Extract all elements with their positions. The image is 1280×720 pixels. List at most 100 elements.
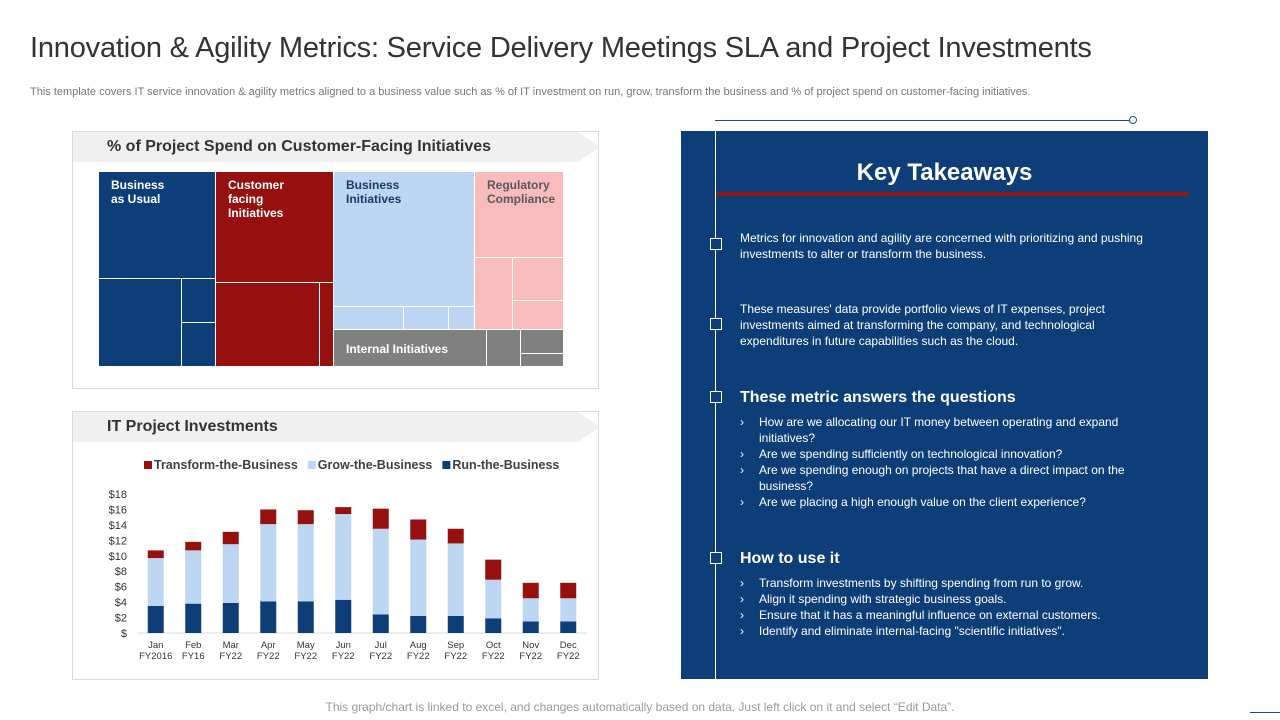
bar-segment-run-the-business bbox=[485, 618, 502, 633]
x-tick-label: Nov bbox=[522, 640, 539, 651]
corner-accent-line bbox=[1250, 712, 1280, 713]
y-tick-label: $2 bbox=[115, 613, 127, 625]
bar-segment-run-the-business bbox=[560, 621, 577, 633]
key-takeaways-underline bbox=[717, 192, 1189, 196]
bar-segment-transform-the-business bbox=[560, 582, 577, 599]
bar-segment-transform-the-business bbox=[410, 519, 427, 540]
key-takeaways-title: Key Takeaways bbox=[856, 159, 1033, 186]
x-tick-label: Sep bbox=[447, 640, 464, 651]
timeline-marker bbox=[710, 391, 722, 403]
bar-segment-run-the-business bbox=[297, 601, 314, 633]
y-tick-label: $8 bbox=[115, 566, 127, 578]
x-tick-label: FY22 bbox=[369, 651, 392, 662]
legend-swatch bbox=[307, 461, 316, 469]
timeline-marker bbox=[710, 238, 722, 250]
bar-segment-transform-the-business bbox=[372, 508, 389, 529]
x-tick-label: FY16 bbox=[182, 651, 205, 662]
treemap-tile-regulatory-compliance: Regulatory Compliance bbox=[475, 172, 563, 329]
bar-segment-run-the-business bbox=[147, 605, 164, 633]
howto-heading: How to use it bbox=[740, 550, 840, 567]
treemap-divider bbox=[99, 278, 215, 279]
chart-panel-banner bbox=[73, 412, 578, 442]
x-tick-label: Oct bbox=[486, 640, 501, 651]
bar-segment-grow-the-business bbox=[335, 514, 352, 600]
bar-segment-grow-the-business bbox=[185, 550, 202, 604]
treemap-tile-internal-initiatives: Internal Initiatives bbox=[334, 330, 563, 366]
howto-list: Transform investments by shifting spendi… bbox=[740, 575, 1160, 639]
bar-segment-run-the-business bbox=[447, 616, 464, 633]
timeline-connector bbox=[715, 120, 1129, 121]
questions-list: How are we allocating our IT money betwe… bbox=[740, 414, 1160, 510]
legend-swatch bbox=[442, 461, 451, 469]
legend-label: Transform-the-Business bbox=[154, 458, 298, 472]
x-tick-label: FY22 bbox=[407, 651, 430, 662]
bar-segment-transform-the-business bbox=[485, 559, 502, 580]
timeline-marker bbox=[710, 318, 722, 330]
treemap-divider bbox=[448, 306, 449, 329]
treemap-divider bbox=[334, 306, 474, 307]
x-tick-label: FY22 bbox=[257, 651, 280, 662]
bar-segment-grow-the-business bbox=[297, 524, 314, 602]
x-tick-label: Jan bbox=[148, 640, 163, 651]
takeaway-paragraph-2: These measures' data provide portfolio v… bbox=[740, 302, 1105, 348]
x-tick-label: FY22 bbox=[444, 651, 467, 662]
chart-panel-title: IT Project Investments bbox=[107, 418, 278, 435]
treemap-divider bbox=[216, 282, 333, 283]
treemap-tile-customer-facing: Customer facing Initiatives bbox=[216, 172, 333, 366]
treemap-label-customer-facing: Customer facing Initiatives bbox=[228, 178, 285, 220]
question-item: Are we spending sufficiently on technolo… bbox=[740, 446, 1160, 462]
bar-segment-run-the-business bbox=[410, 616, 427, 633]
page-title: Innovation & Agility Metrics: Service De… bbox=[30, 32, 1092, 64]
treemap-label-internal-initiatives: Internal Initiatives bbox=[346, 342, 449, 356]
bar-segment-grow-the-business bbox=[260, 524, 277, 602]
bar-segment-transform-the-business bbox=[335, 507, 352, 515]
treemap-divider bbox=[486, 330, 487, 366]
x-tick-label: FY22 bbox=[294, 651, 317, 662]
treemap-divider bbox=[512, 300, 563, 301]
bar-segment-run-the-business bbox=[522, 621, 539, 633]
bar-segment-grow-the-business bbox=[522, 598, 539, 622]
legend-label: Run-the-Business bbox=[452, 458, 559, 472]
bar-segment-grow-the-business bbox=[560, 598, 577, 622]
treemap-panel-banner-arrow bbox=[578, 132, 600, 162]
y-tick-label: $16 bbox=[109, 504, 127, 516]
treemap-divider bbox=[512, 257, 513, 329]
bar-segment-run-the-business bbox=[185, 603, 202, 633]
treemap-divider bbox=[520, 353, 563, 354]
footer-note: This graph/chart is linked to excel, and… bbox=[325, 700, 955, 714]
x-tick-label: FY22 bbox=[557, 651, 580, 662]
bar-segment-run-the-business bbox=[260, 601, 277, 633]
legend-swatch bbox=[144, 461, 152, 469]
x-tick-label: Dec bbox=[560, 640, 577, 651]
timeline-dot bbox=[1129, 116, 1137, 124]
bar-segment-transform-the-business bbox=[522, 582, 539, 599]
treemap-divider bbox=[181, 322, 215, 323]
x-tick-label: May bbox=[297, 640, 315, 651]
treemap-panel-title: % of Project Spend on Customer-Facing In… bbox=[107, 138, 492, 155]
bar-segment-transform-the-business bbox=[185, 541, 202, 551]
x-tick-label: Feb bbox=[185, 640, 201, 651]
howto-item: Ensure that it has a meaningful influenc… bbox=[740, 607, 1160, 623]
questions-heading: These metric answers the questions bbox=[740, 389, 1016, 406]
y-tick-label: $4 bbox=[115, 597, 127, 609]
x-tick-label: Jun bbox=[336, 640, 351, 651]
x-tick-label: FY22 bbox=[332, 651, 355, 662]
x-tick-label: Jul bbox=[375, 640, 387, 651]
bar-segment-transform-the-business bbox=[222, 531, 239, 545]
bar-segment-transform-the-business bbox=[447, 528, 464, 544]
treemap-tile-business-as-usual: Business as Usual bbox=[99, 172, 215, 366]
bar-segment-run-the-business bbox=[222, 602, 239, 633]
bar-segment-run-the-business bbox=[372, 614, 389, 633]
treemap-panel-banner bbox=[73, 132, 578, 162]
treemap-label-regulatory-compliance: Regulatory Compliance bbox=[487, 178, 556, 206]
y-tick-label: $6 bbox=[115, 582, 127, 594]
bar-segment-transform-the-business bbox=[147, 550, 164, 559]
howto-item: Align it spending with strategic busines… bbox=[740, 591, 1160, 607]
bar-segment-transform-the-business bbox=[260, 509, 277, 525]
x-tick-label: FY2016 bbox=[139, 651, 172, 662]
x-tick-label: Aug bbox=[410, 640, 427, 651]
treemap-label-business-initiatives: Business Initiatives bbox=[346, 178, 402, 206]
treemap-label-business-as-usual: Business as Usual bbox=[111, 178, 165, 206]
treemap-divider bbox=[475, 257, 563, 258]
